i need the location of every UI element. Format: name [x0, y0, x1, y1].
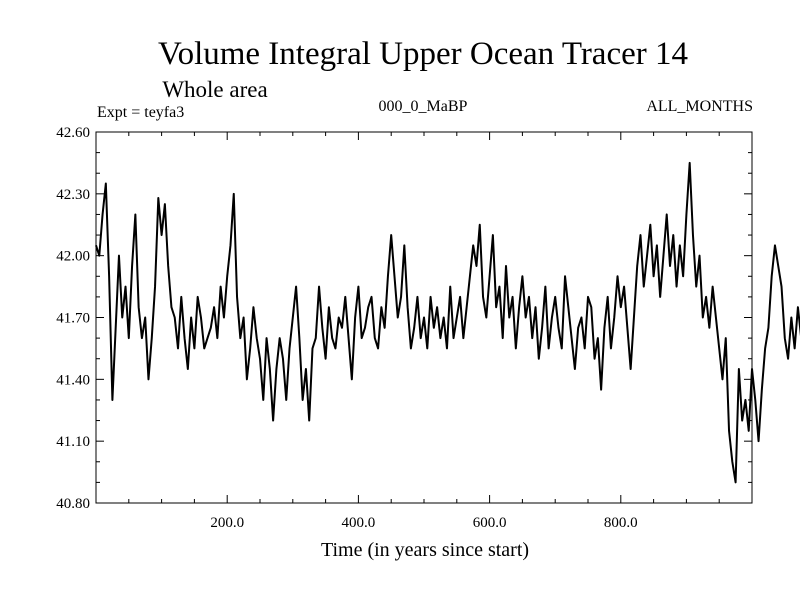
y-tick-label: 41.70 — [56, 311, 90, 327]
y-tick-label: 42.60 — [56, 125, 90, 141]
x-axis-label: Time (in years since start) — [321, 539, 529, 561]
experiment-label: Expt = teyfa3 — [97, 104, 184, 121]
y-tick-label: 41.10 — [56, 434, 90, 450]
y-tick-label: 41.40 — [56, 372, 90, 388]
period-label: 000_0_MaBP — [379, 98, 468, 115]
y-tick-label: 42.00 — [56, 249, 90, 265]
x-tick-label: 400.0 — [342, 515, 376, 531]
chart-title: Volume Integral Upper Ocean Tracer 14 — [158, 36, 688, 72]
y-tick-label: 42.30 — [56, 187, 90, 203]
chart-subtitle: Whole area — [162, 77, 267, 102]
y-tick-label: 40.80 — [56, 496, 90, 512]
x-tick-label: 600.0 — [473, 515, 507, 531]
x-tick-label: 200.0 — [210, 515, 244, 531]
months-label: ALL_MONTHS — [646, 98, 753, 115]
x-tick-label: 800.0 — [604, 515, 638, 531]
series-line-tracer14 — [95, 161, 800, 484]
